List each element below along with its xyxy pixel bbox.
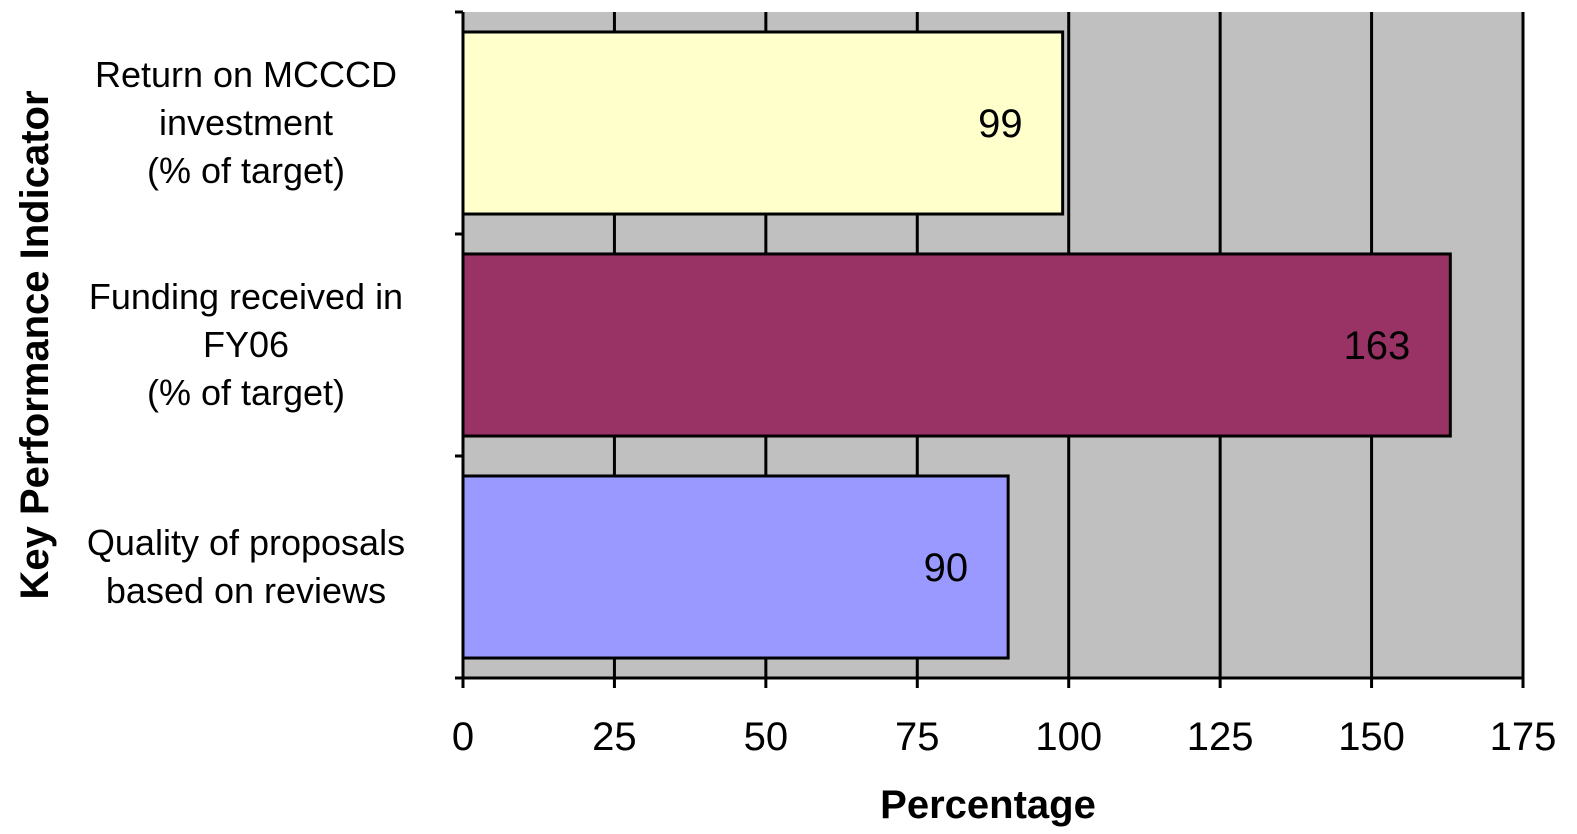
category-label-1-line-1: Return on MCCCD xyxy=(95,54,397,95)
bar-2 xyxy=(461,252,1452,438)
category-label-3-line-1: Quality of proposals xyxy=(87,522,405,563)
category-label-3-line-2: based on reviews xyxy=(106,570,386,611)
bar-1 xyxy=(461,30,1065,216)
category-labels: Return on MCCCD investment (% of target) Fu… xyxy=(87,54,405,611)
category-label-2-line-2: FY06 xyxy=(203,324,289,365)
category-label-2-line-1: Funding received in xyxy=(89,276,403,317)
data-label-1: 99 xyxy=(978,102,1023,146)
x-tick-label-175: 175 xyxy=(1490,715,1557,759)
x-tick-label-50: 50 xyxy=(744,715,789,759)
data-label-3: 90 xyxy=(924,546,969,590)
x-tick-label-75: 75 xyxy=(895,715,940,759)
category-label-1-line-2: investment xyxy=(159,102,333,143)
x-tick-label-100: 100 xyxy=(1035,715,1102,759)
x-axis-title: Percentage xyxy=(880,783,1096,827)
x-tick-label-0: 0 xyxy=(452,715,474,759)
y-axis-title: Key Performance Indicator xyxy=(13,90,57,599)
x-tick-label-25: 25 xyxy=(592,715,637,759)
x-tick-label-125: 125 xyxy=(1187,715,1254,759)
category-label-2-line-3: (% of target) xyxy=(147,372,345,413)
bar-3 xyxy=(461,474,1010,660)
x-tick-label-150: 150 xyxy=(1338,715,1405,759)
axes xyxy=(455,10,1525,688)
data-label-2: 163 xyxy=(1344,324,1411,368)
category-label-1-line-3: (% of target) xyxy=(147,150,345,191)
bars: 99 163 90 xyxy=(461,30,1452,660)
x-tick-labels: 0 25 50 75 100 125 150 175 xyxy=(452,715,1557,759)
